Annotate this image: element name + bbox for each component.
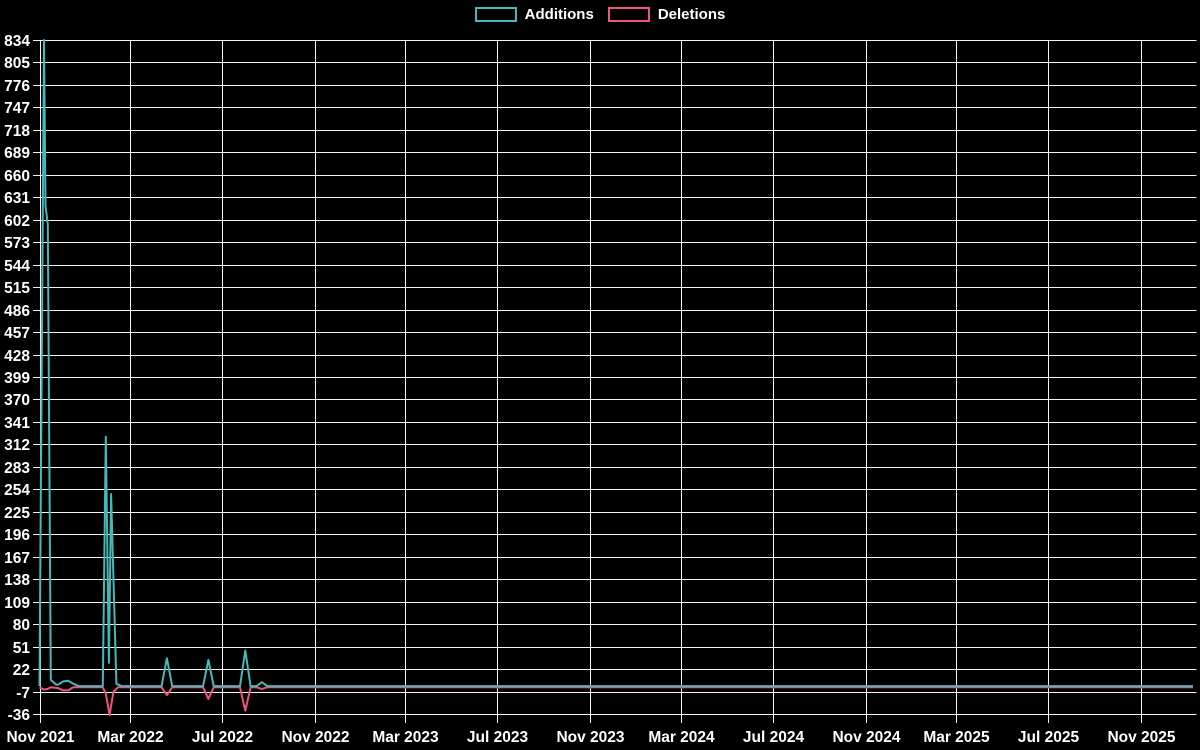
svg-text:Nov 2023: Nov 2023 (556, 729, 624, 746)
deletions-legend-label: Deletions (657, 6, 726, 23)
svg-text:-36: -36 (8, 707, 31, 724)
y-tick-labels: 834 805 776 747 718 689 660 631 602 573 544 515 486 4… (4, 33, 30, 724)
svg-text:341: 341 (4, 415, 30, 432)
svg-text:515: 515 (4, 280, 30, 297)
svg-text:Mar 2022: Mar 2022 (97, 729, 163, 746)
svg-text:225: 225 (4, 505, 30, 522)
svg-text:Nov 2025: Nov 2025 (1107, 729, 1175, 746)
svg-text:-7: -7 (16, 685, 30, 702)
svg-text:631: 631 (4, 190, 30, 207)
svg-text:Mar 2025: Mar 2025 (923, 729, 990, 746)
chart-legend: Additions Deletions (0, 6, 1200, 23)
svg-text:Jul 2025: Jul 2025 (1018, 729, 1080, 746)
svg-text:428: 428 (4, 348, 30, 365)
svg-text:51: 51 (13, 640, 31, 657)
svg-text:486: 486 (4, 303, 30, 320)
deletions-swatch (607, 7, 650, 22)
svg-text:Nov 2022: Nov 2022 (281, 729, 349, 746)
svg-text:834: 834 (4, 33, 30, 50)
additions-legend-label: Additions (524, 6, 594, 23)
svg-text:544: 544 (4, 258, 30, 275)
svg-text:718: 718 (4, 123, 30, 140)
svg-text:776: 776 (4, 78, 30, 95)
series-additions-line (38, 39, 1193, 688)
svg-text:573: 573 (4, 235, 30, 252)
svg-text:689: 689 (4, 145, 30, 162)
svg-text:660: 660 (4, 168, 30, 185)
svg-text:399: 399 (4, 370, 30, 387)
svg-text:370: 370 (4, 392, 30, 409)
svg-text:254: 254 (4, 482, 30, 499)
svg-text:109: 109 (4, 595, 30, 612)
x-gridlines (40, 40, 1142, 723)
svg-text:Jul 2022: Jul 2022 (192, 729, 253, 746)
svg-text:312: 312 (4, 437, 30, 454)
svg-text:Nov 2021: Nov 2021 (6, 729, 74, 746)
svg-text:602: 602 (4, 213, 30, 230)
svg-text:167: 167 (4, 550, 30, 567)
svg-text:Jul 2023: Jul 2023 (467, 729, 529, 746)
additions-swatch (474, 7, 517, 22)
svg-text:805: 805 (4, 55, 30, 72)
svg-text:138: 138 (4, 572, 30, 589)
svg-text:283: 283 (4, 460, 30, 477)
svg-text:196: 196 (4, 527, 30, 544)
svg-text:Mar 2024: Mar 2024 (648, 729, 715, 746)
svg-text:Mar 2023: Mar 2023 (372, 729, 439, 746)
svg-text:Jul 2024: Jul 2024 (743, 729, 805, 746)
svg-text:22: 22 (13, 662, 30, 679)
legend-item-deletions[interactable]: Deletions (607, 6, 726, 23)
svg-text:Nov 2024: Nov 2024 (832, 729, 900, 746)
svg-text:80: 80 (13, 617, 30, 634)
series-deletions-line (39, 686, 1193, 717)
svg-text:457: 457 (4, 325, 30, 342)
x-tick-labels: Nov 2021 Mar 2022 Jul 2022 Nov 2022 Mar 2023… (6, 729, 1175, 746)
y-gridlines (33, 40, 1197, 715)
svg-text:747: 747 (4, 100, 30, 117)
legend-item-additions[interactable]: Additions (474, 6, 594, 23)
